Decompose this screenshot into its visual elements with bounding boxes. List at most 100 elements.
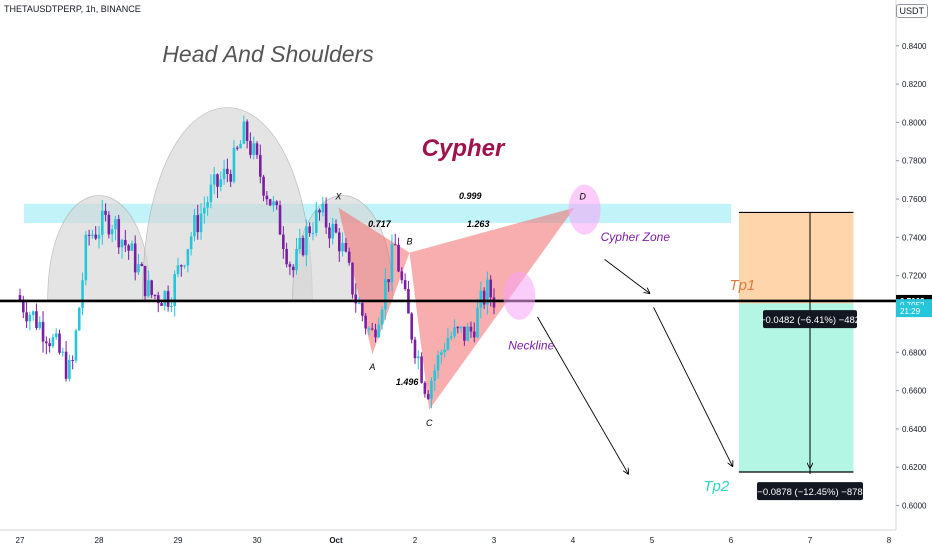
y-tick-label: 0.8000 [902, 118, 927, 127]
candle-body-76 [268, 199, 272, 206]
candle-body-93 [324, 203, 328, 228]
candle-body-44 [163, 291, 167, 306]
candle-body-143 [489, 279, 493, 298]
candle-body-116 [400, 271, 404, 281]
position-label-lower: −0.0878 (−12.45%) −878 [757, 487, 862, 498]
candle-body-61 [219, 179, 223, 187]
candle-body-16 [71, 359, 74, 361]
candle-body-60 [216, 174, 219, 187]
candle-body-4 [31, 311, 35, 315]
candle-body-132 [453, 327, 456, 337]
currency-badge[interactable]: USDT [895, 4, 928, 18]
x-tick-label: 7 [808, 536, 813, 545]
candle-body-137 [469, 326, 473, 332]
y-tick-label: 0.6600 [902, 387, 927, 396]
candle-body-107 [370, 328, 374, 330]
candle-body-20 [84, 234, 88, 281]
candle-body-144 [492, 297, 496, 308]
candle-body-49 [179, 265, 183, 267]
y-tick-label: 0.6200 [902, 463, 927, 472]
candle-body-51 [186, 249, 190, 266]
arrow-1 [537, 316, 628, 474]
candle-body-136 [466, 326, 469, 341]
candle-body-17 [74, 330, 78, 361]
candle-body-71 [252, 143, 256, 155]
candle-body-133 [456, 327, 460, 329]
y-tick-label: 0.7600 [902, 195, 927, 204]
candle-body-108 [374, 329, 377, 338]
candle-body-41 [153, 295, 157, 297]
candle-body-35 [133, 243, 137, 273]
candle-body-83 [291, 266, 295, 271]
candle-body-135 [463, 326, 466, 341]
y-tick-label: 0.8200 [902, 80, 927, 89]
candle-body-21 [87, 234, 91, 236]
candle-body-64 [229, 173, 232, 182]
candle-body-43 [160, 303, 163, 306]
candle-body-91 [318, 209, 321, 213]
candle-body-42 [156, 295, 160, 304]
y-tick-label: 0.6800 [902, 348, 927, 357]
candle-body-129 [443, 349, 446, 353]
candle-body-78 [275, 201, 279, 206]
candle-body-94 [328, 227, 331, 239]
candle-body-77 [272, 201, 275, 206]
symbol-header: THETAUSDTPERP, 1h, BINANCE [4, 4, 141, 14]
x-tick-label: 30 [253, 536, 262, 545]
candle-body-125 [430, 380, 433, 399]
candle-body-142 [486, 279, 489, 305]
candle-body-92 [321, 203, 325, 213]
candle-body-138 [472, 331, 476, 338]
candle-body-28 [110, 229, 114, 235]
candle-body-95 [331, 223, 335, 239]
x-tick-label: 28 [95, 536, 104, 545]
candle-body-127 [436, 354, 440, 371]
annotation-tp2: Tp2 [703, 478, 730, 495]
candle-body-19 [81, 280, 84, 308]
cypher-d-circle [568, 184, 601, 235]
candle-body-123 [423, 382, 427, 394]
candle-body-13 [61, 351, 65, 353]
neckline-circle [503, 271, 536, 320]
x-tick-label: 2 [413, 536, 418, 545]
candle-body-8 [45, 341, 48, 344]
ratio-label: 1.263 [467, 219, 490, 229]
x-tick-label: 8 [887, 536, 892, 545]
x-tick-label: 3 [492, 536, 497, 545]
candle-body-109 [377, 324, 381, 338]
candle-body-3 [28, 314, 32, 322]
candle-body-101 [351, 262, 354, 295]
candle-body-70 [249, 140, 252, 155]
candle-body-80 [282, 234, 285, 249]
candle-body-141 [482, 290, 486, 305]
candle-body-113 [390, 244, 394, 283]
candle-body-88 [308, 226, 311, 234]
ratio-label: 0.717 [368, 219, 392, 229]
candle-body-14 [64, 351, 68, 379]
x-tick-label: 4 [571, 536, 576, 545]
candle-body-26 [104, 210, 107, 215]
candle-body-84 [295, 248, 298, 271]
annotation-neckline: Neckline [508, 338, 554, 352]
candle-body-6 [38, 321, 42, 329]
candle-body-46 [170, 306, 173, 308]
cypher-point-B: B [406, 237, 412, 247]
y-tick-label: 0.6000 [902, 502, 927, 511]
candle-body-48 [176, 265, 180, 275]
candle-body-66 [235, 147, 239, 149]
stop-band [738, 303, 854, 473]
candle-body-29 [114, 219, 117, 230]
candle-body-81 [285, 248, 288, 265]
candle-body-5 [35, 311, 38, 329]
candle-body-23 [94, 234, 98, 239]
cypher-point-A: A [368, 362, 375, 372]
candle-body-140 [479, 290, 483, 308]
candle-body-104 [361, 303, 364, 316]
candle-body-134 [459, 326, 463, 329]
y-tick-label: 0.7200 [902, 272, 927, 281]
hs-title: Head And Shoulders [162, 41, 374, 67]
ratio-label: 0.999 [459, 191, 482, 201]
candle-body-34 [130, 243, 134, 251]
